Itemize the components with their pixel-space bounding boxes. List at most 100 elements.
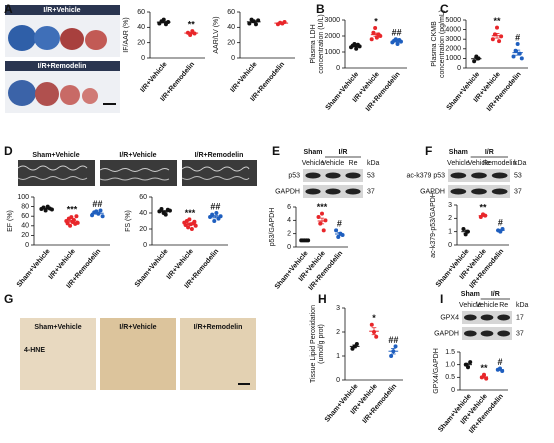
data-point <box>484 376 489 381</box>
blot-group-label: Sham <box>303 149 322 156</box>
blot-band <box>345 188 361 195</box>
blot-kda: 37 <box>516 330 524 337</box>
data-point <box>354 46 359 51</box>
a-image-block <box>5 5 120 113</box>
stain-label: 4-HNE <box>24 347 45 354</box>
panel-letter: H <box>318 292 327 306</box>
data-point <box>167 208 172 213</box>
panel-letter: F <box>425 144 432 158</box>
significance-mark: # <box>337 219 342 229</box>
data-point <box>511 54 516 59</box>
significance-mark: ## <box>210 201 220 211</box>
blot-group-label: I/R <box>485 149 494 156</box>
data-point <box>186 225 191 230</box>
blot-band <box>491 188 508 195</box>
y-tick-label: 0 <box>25 242 29 249</box>
blot-band <box>491 172 508 179</box>
significance-mark: # <box>498 217 503 227</box>
y-tick-label: 0 <box>451 387 455 394</box>
significance-mark: *** <box>317 202 328 212</box>
significance-mark: ** <box>479 203 487 213</box>
y-tick-label: 0.5 <box>445 374 455 381</box>
echo-trace <box>17 176 250 181</box>
data-point <box>395 42 400 46</box>
blot-lane-label: Vehicle <box>302 160 325 167</box>
significance-mark: *** <box>67 205 78 215</box>
blot-band <box>497 314 510 321</box>
y-tick-label: 100 <box>17 194 29 201</box>
panel-letter: B <box>316 2 325 16</box>
blot-band <box>471 172 487 179</box>
blot-band <box>305 172 321 179</box>
blot-band <box>480 314 494 321</box>
data-point <box>68 223 73 228</box>
data-point <box>189 227 194 231</box>
y-tick-label: 40 <box>137 24 145 31</box>
data-point <box>69 215 74 220</box>
data-point <box>98 208 103 213</box>
y-tick-label: 0 <box>457 65 461 72</box>
data-point <box>65 221 70 226</box>
d-image-block <box>17 160 257 186</box>
blot-kda: 53 <box>367 172 375 179</box>
y-tick-label: 1000 <box>445 55 461 62</box>
y-tick-label: 2 <box>448 215 452 222</box>
y-axis-label: GPX4/GAPDH <box>433 348 440 394</box>
blot-kda: 37 <box>514 188 522 195</box>
blot-row-label: GPX4 <box>440 314 459 321</box>
y-axis-label: (umol/g prot) <box>318 324 325 364</box>
y-axis-label: concentration (pg/mL) <box>439 10 446 78</box>
y-axis-label: AAR/LV (%) <box>213 16 220 53</box>
x-tick-label: Sham+Vehicle <box>324 383 360 424</box>
y-axis-label: p53/GAPDH <box>269 208 276 247</box>
y-axis-label: ac-k379-p53/GAPDH <box>430 192 437 258</box>
data-point <box>193 223 198 228</box>
heart-slice <box>34 26 60 50</box>
image-header <box>5 61 120 71</box>
blot-band <box>325 172 341 179</box>
blot-band <box>325 188 341 195</box>
y-tick-label: 2 <box>287 231 291 238</box>
echo-trace <box>17 165 250 172</box>
y-tick-label: 60 <box>227 9 235 16</box>
x-tick-label: I/R+Vehicle <box>229 61 258 94</box>
y-tick-label: 2 <box>336 329 340 336</box>
data-point <box>393 344 398 349</box>
blot-band <box>464 330 477 337</box>
y-tick-label: 40 <box>227 24 235 31</box>
y-tick-label: 4 <box>287 217 291 224</box>
blot-band <box>464 314 477 321</box>
blot-band <box>450 188 467 195</box>
data-point <box>75 220 80 225</box>
y-tick-label: 1.5 <box>445 349 455 356</box>
data-point <box>499 34 504 39</box>
significance-mark: # <box>497 357 502 367</box>
blot-unit: kDa <box>514 160 527 167</box>
significance-mark: ## <box>392 28 402 38</box>
blot-band <box>497 330 510 337</box>
y-tick-label: 2000 <box>445 46 461 53</box>
heart-slice <box>35 82 59 106</box>
y-tick-label: 60 <box>21 213 29 220</box>
image-label: I/R+Remodelin <box>195 152 244 159</box>
y-tick-label: 60 <box>137 9 145 16</box>
significance-mark: ## <box>92 199 102 209</box>
data-point <box>393 37 398 42</box>
data-point <box>490 37 495 42</box>
panel-letter: I <box>440 292 443 306</box>
y-tick-label: 40 <box>21 223 29 230</box>
image-label: I/R+Remodelin <box>38 63 87 70</box>
panel-letter: A <box>4 2 13 16</box>
blot-band <box>471 188 487 195</box>
significance-mark: ** <box>188 20 196 30</box>
data-point <box>513 48 518 53</box>
data-point <box>161 17 166 22</box>
data-point <box>321 228 326 233</box>
blot-lane-label: Vehicle <box>459 302 482 309</box>
y-tick-label: 1 <box>336 353 340 360</box>
y-axis-label: concentration (U/L) <box>318 14 325 74</box>
data-point <box>519 56 524 61</box>
y-tick-label: 3000 <box>445 36 461 43</box>
panel-letter: D <box>4 144 13 158</box>
